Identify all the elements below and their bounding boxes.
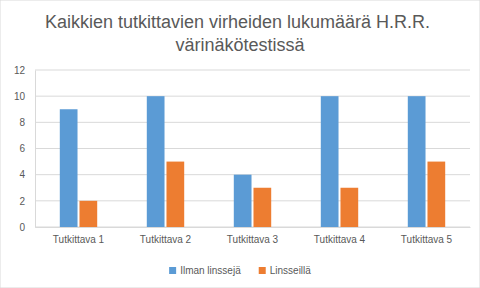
y-tick: 4 (19, 169, 35, 180)
grid-line (35, 227, 470, 228)
x-tick: Tutkittava 2 (140, 227, 192, 245)
title: Kaikkien tutkittavien virheiden lukumäär… (45, 12, 435, 55)
grid-line (35, 70, 470, 71)
bar (321, 96, 339, 227)
y-axis-line (35, 71, 36, 228)
grid-line (35, 122, 470, 123)
x-tick-label: Tutkittava 1 (53, 234, 105, 245)
y-axis: 0 2 4 6 8 10 12 (14, 65, 36, 233)
legend-item: Ilman linssejä (169, 265, 241, 276)
x-tick: Tutkittava 5 (401, 227, 453, 245)
series (60, 96, 426, 227)
bar (60, 109, 78, 227)
bar (427, 162, 445, 227)
y-tick: 10 (14, 91, 35, 102)
background (0, 0, 480, 288)
chart: Kaikkien tutkittavien virheiden lukumäär… (0, 0, 480, 288)
x-axis: Tutkittava 1 Tutkittava 2 Tutkittava 3 Tutk… (36, 227, 471, 245)
x-tick-label: Tutkittava 5 (401, 234, 453, 245)
plot: 024681012Tutkittava 1Tutkittava 2Tutkitt… (14, 65, 471, 245)
series (79, 162, 445, 227)
legend-label: Ilman linssejä (180, 265, 241, 276)
legend-swatch (259, 267, 266, 274)
legend-label: Linsseillä (270, 265, 312, 276)
x-axis-line (36, 227, 471, 228)
x-tick-label: Tutkittava 2 (140, 234, 192, 245)
x-tick: Tutkittava 3 (227, 227, 279, 245)
y-tick-label: 4 (19, 169, 25, 180)
y-tick-label: 10 (14, 91, 26, 102)
bars (60, 96, 445, 227)
y-tick: 2 (19, 196, 35, 207)
y-tick: 6 (19, 143, 35, 154)
bar (79, 201, 97, 227)
y-tick: 0 (19, 222, 35, 233)
grid-line (35, 96, 470, 97)
y-tick: 12 (14, 65, 35, 76)
y-tick-label: 12 (14, 65, 26, 76)
x-tick-label: Tutkittava 4 (314, 234, 366, 245)
bar (340, 188, 358, 227)
bar (147, 96, 165, 227)
grid-line (35, 174, 470, 175)
legend: Ilman linssejä Linsseillä (169, 265, 311, 276)
grid (35, 70, 470, 227)
y-tick-label: 8 (19, 117, 25, 128)
y-tick: 8 (19, 117, 35, 128)
bar (408, 96, 426, 227)
y-tick-label: 6 (19, 143, 25, 154)
bar (166, 162, 184, 227)
legend-swatch (169, 267, 176, 274)
grid-line (35, 200, 470, 201)
y-tick-label: 2 (19, 196, 25, 207)
y-tick-label: 0 (19, 222, 25, 233)
x-tick-label: Tutkittava 3 (227, 234, 279, 245)
legend-item: Linsseillä (259, 265, 312, 276)
x-tick: Tutkittava 1 (53, 227, 105, 245)
x-tick: Tutkittava 4 (314, 227, 366, 245)
grid-line (35, 148, 470, 149)
bar (253, 188, 271, 227)
bar (234, 175, 252, 227)
